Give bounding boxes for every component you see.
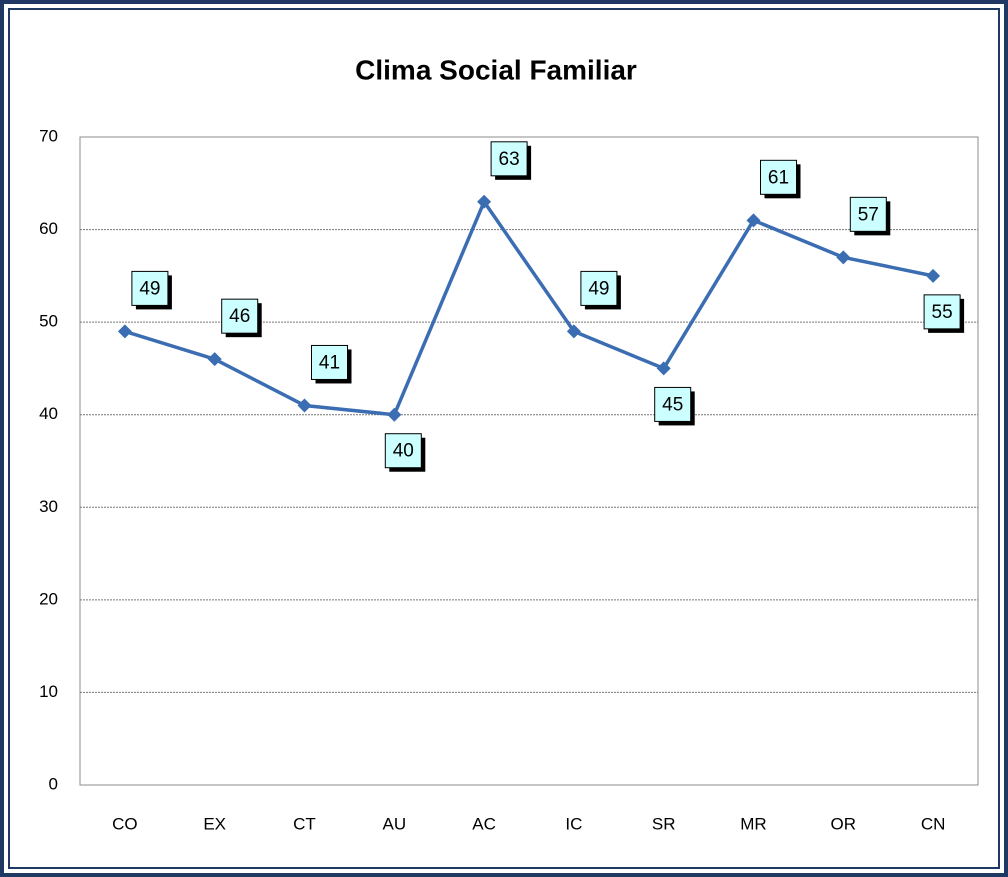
y-tick-label: 10 — [39, 682, 58, 701]
y-tick-label: 0 — [49, 774, 58, 793]
data-label: 45 — [662, 394, 683, 415]
x-tick-label: EX — [203, 814, 226, 833]
data-label: 49 — [139, 278, 160, 299]
data-label: 63 — [499, 149, 520, 170]
marker — [477, 194, 492, 209]
chart-title: Clima Social Familiar — [355, 54, 637, 85]
label-box — [311, 344, 348, 380]
marker — [566, 324, 581, 339]
plot-area — [79, 136, 979, 786]
data-label: 57 — [858, 204, 879, 225]
x-tick-label: OR — [831, 814, 857, 833]
y-tick-label: 60 — [39, 219, 58, 238]
line — [124, 200, 934, 417]
data-label: 40 — [393, 441, 414, 462]
marker — [117, 324, 132, 339]
y-tick-label: 20 — [39, 589, 58, 608]
marker — [926, 268, 941, 283]
y-tick-label: 70 — [39, 126, 58, 145]
x-tick-label: AC — [472, 814, 496, 833]
label-box — [654, 386, 692, 422]
x-tick-label: CT — [293, 814, 316, 833]
label-box — [221, 298, 259, 334]
y-tick-label: 30 — [39, 497, 58, 516]
data-label: 41 — [319, 352, 340, 373]
label-box — [490, 141, 528, 177]
x-tick-label: IC — [565, 814, 582, 833]
label-box — [849, 196, 887, 232]
data-label: 49 — [588, 278, 609, 299]
marker — [207, 352, 222, 367]
marker — [387, 407, 402, 422]
label-box — [923, 294, 961, 330]
label-box — [384, 433, 422, 469]
inner-frame — [8, 8, 1000, 869]
y-tick-label: 40 — [39, 404, 58, 423]
data-label: 46 — [229, 306, 250, 327]
y-tick-label: 50 — [39, 312, 58, 331]
x-tick-label: SR — [652, 814, 676, 833]
data-label: 55 — [932, 302, 953, 323]
marker — [297, 398, 312, 413]
label-box — [580, 270, 618, 306]
label-box — [131, 270, 169, 306]
x-tick-label: CO — [112, 814, 138, 833]
marker — [656, 361, 671, 376]
data-label: 61 — [768, 167, 789, 188]
label-box — [760, 159, 797, 195]
x-tick-label: AU — [382, 814, 406, 833]
x-tick-label: MR — [740, 814, 766, 833]
marker — [836, 250, 851, 265]
marker — [746, 213, 761, 228]
x-tick-label: CN — [921, 814, 946, 833]
